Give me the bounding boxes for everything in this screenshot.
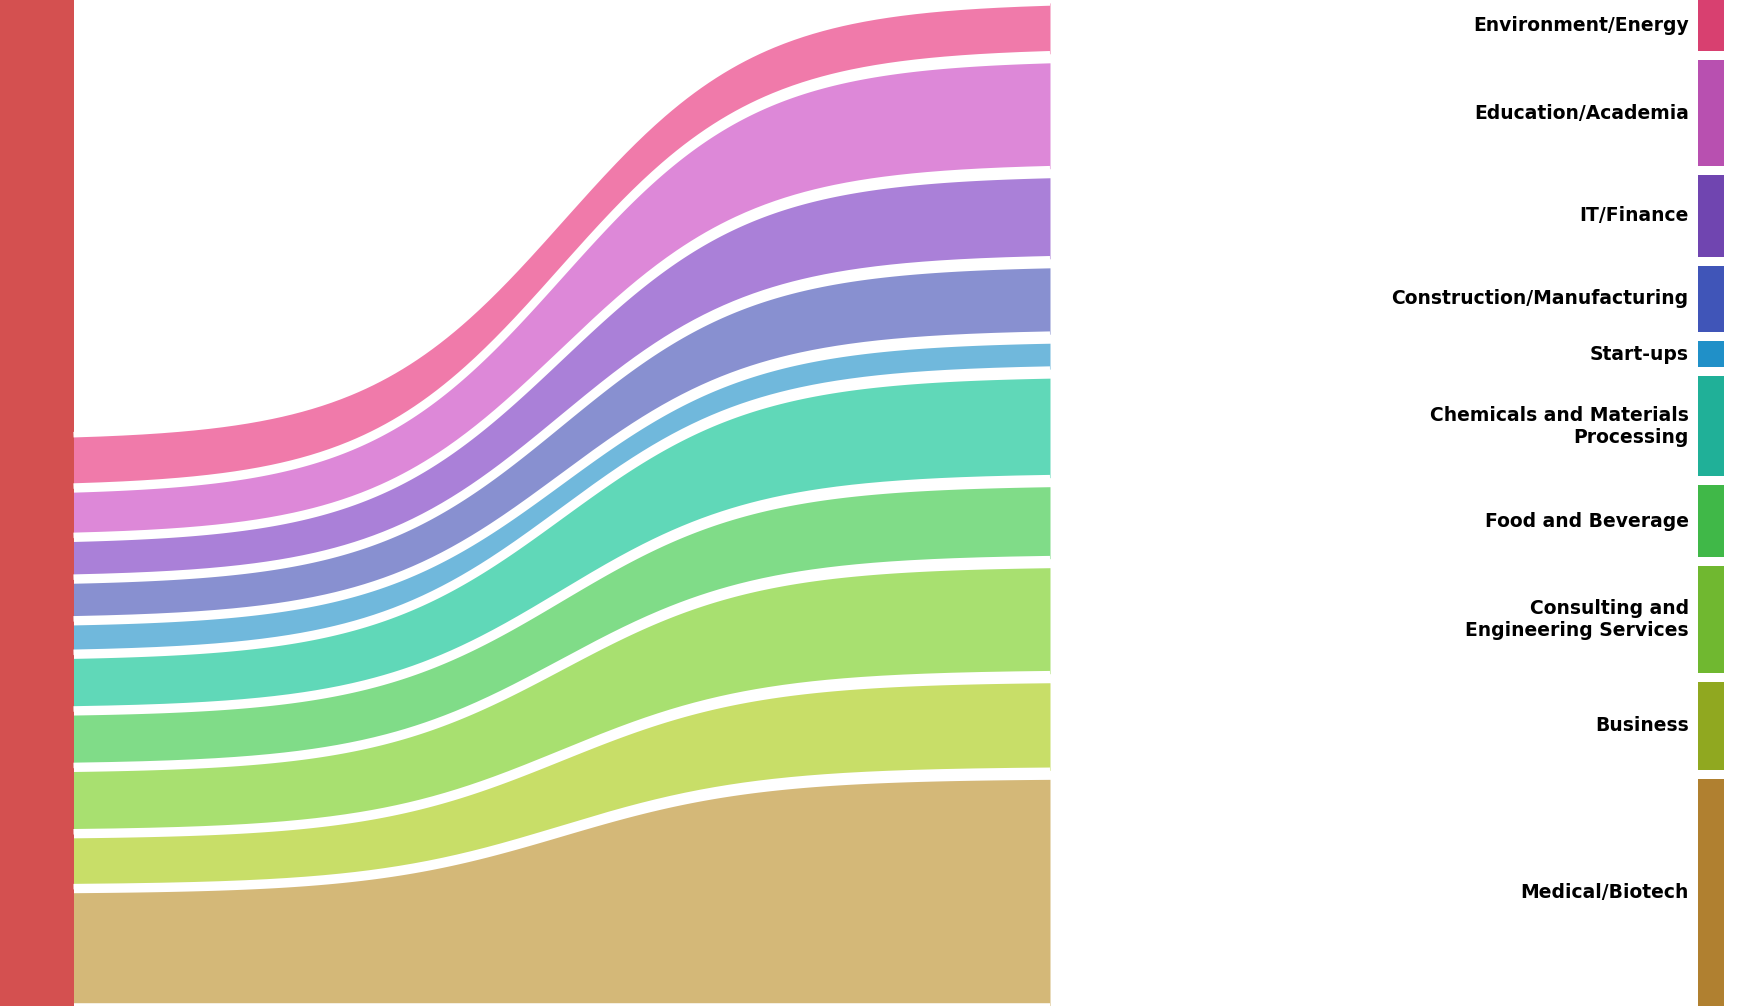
Bar (1698, 175, 1724, 257)
Text: Consulting and
Engineering Services: Consulting and Engineering Services (1465, 599, 1689, 640)
Bar (1698, 779, 1724, 1006)
Bar (1698, 341, 1724, 367)
Bar (1698, 0, 1724, 51)
Bar (1698, 682, 1724, 770)
Text: Food and Beverage: Food and Beverage (1484, 512, 1689, 531)
Bar (1698, 485, 1724, 557)
Text: Construction/Manufacturing: Construction/Manufacturing (1391, 290, 1689, 309)
Bar (1698, 266, 1724, 332)
Bar (1698, 566, 1724, 673)
Text: Business: Business (1594, 716, 1689, 735)
Text: Education/Academia: Education/Academia (1474, 104, 1689, 123)
Text: Medical/Biotech: Medical/Biotech (1521, 883, 1689, 901)
Text: Chemicals and Materials
Processing: Chemicals and Materials Processing (1430, 405, 1689, 447)
Bar (1698, 60, 1724, 166)
Text: IT/Finance: IT/Finance (1580, 206, 1689, 225)
Bar (1698, 376, 1724, 476)
Text: Environment/Energy: Environment/Energy (1474, 16, 1689, 35)
Text: Start-ups: Start-ups (1589, 345, 1689, 364)
